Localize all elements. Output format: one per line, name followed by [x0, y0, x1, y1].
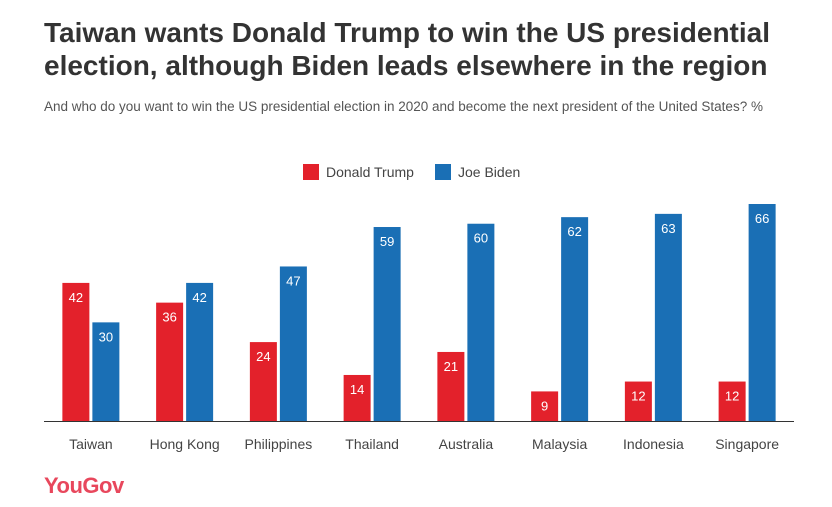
- data-label-biden-indonesia: 63: [661, 221, 675, 236]
- data-label-trump-australia: 21: [444, 359, 458, 374]
- data-label-trump-thailand: 14: [350, 382, 364, 397]
- bar-biden-malaysia: [561, 217, 589, 421]
- bar-biden-taiwan: [92, 322, 120, 421]
- bar-biden-australia: [467, 223, 495, 421]
- bar-trump-australia: [437, 351, 465, 421]
- bar-trump-thailand: [343, 374, 371, 421]
- category-label-taiwan: Taiwan: [69, 436, 113, 452]
- bar-biden-indonesia: [654, 213, 682, 421]
- category-label-malaysia: Malaysia: [532, 436, 587, 452]
- bar-biden-thailand: [373, 227, 401, 421]
- legend-swatch-biden: [435, 164, 451, 180]
- yougov-logo: YouGov: [44, 473, 124, 498]
- data-label-biden-thailand: 59: [380, 234, 394, 249]
- data-label-trump-hong-kong: 36: [162, 310, 176, 325]
- legend-label-trump: Donald Trump: [326, 164, 414, 180]
- legend-item-trump: Donald Trump: [303, 162, 414, 182]
- data-label-trump-philippines: 24: [256, 349, 270, 364]
- legend: Donald Trump Joe Biden: [0, 162, 832, 182]
- data-label-biden-hong-kong: 42: [192, 290, 206, 305]
- legend-swatch-trump: [303, 164, 319, 180]
- data-label-trump-taiwan: 42: [69, 290, 83, 305]
- bar-trump-malaysia: [531, 391, 559, 421]
- data-label-biden-australia: 60: [474, 231, 488, 246]
- data-label-biden-philippines: 47: [286, 273, 300, 288]
- category-label-australia: Australia: [439, 436, 494, 452]
- category-label-singapore: Singapore: [715, 436, 779, 452]
- data-label-biden-taiwan: 30: [99, 329, 113, 344]
- category-label-thailand: Thailand: [345, 436, 399, 452]
- category-label-indonesia: Indonesia: [623, 436, 684, 452]
- bar-trump-taiwan: [62, 282, 90, 421]
- category-label-philippines: Philippines: [245, 436, 313, 452]
- bar-biden-hong-kong: [186, 282, 214, 421]
- legend-label-biden: Joe Biden: [458, 164, 521, 180]
- bar-biden-singapore: [748, 204, 776, 421]
- category-label-hong-kong: Hong Kong: [150, 436, 220, 452]
- bar-trump-indonesia: [624, 381, 652, 421]
- data-label-trump-malaysia: 9: [541, 398, 548, 413]
- chart-subtitle: And who do you want to win the US presid…: [44, 99, 763, 114]
- data-label-trump-singapore: 12: [725, 389, 739, 404]
- data-label-biden-malaysia: 62: [567, 224, 581, 239]
- bar-trump-philippines: [249, 342, 277, 421]
- bar-biden-philippines: [279, 266, 307, 421]
- chart-title: Taiwan wants Donald Trump to win the US …: [44, 17, 771, 81]
- bar-trump-hong-kong: [156, 302, 184, 421]
- data-label-biden-singapore: 66: [755, 211, 769, 226]
- bar-trump-singapore: [718, 381, 746, 421]
- legend-item-biden: Joe Biden: [435, 162, 520, 182]
- data-label-trump-indonesia: 12: [631, 389, 645, 404]
